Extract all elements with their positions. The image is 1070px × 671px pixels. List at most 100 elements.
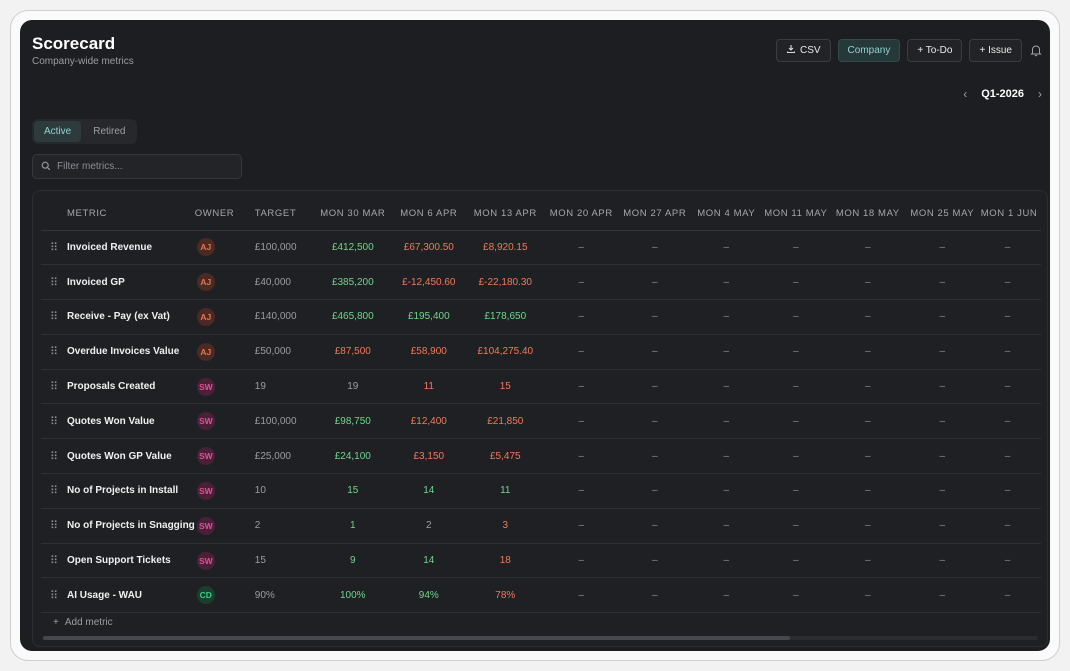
drag-handle-icon[interactable]: ⠿ [41, 334, 67, 370]
week-value-cell[interactable]: £385,200 [312, 264, 393, 301]
week-value-cell[interactable]: 15 [312, 473, 393, 509]
week-value-cell[interactable]: £8,920.15 [464, 230, 546, 266]
week-value-cell[interactable]: £98,750 [312, 403, 393, 440]
metric-name[interactable]: Invoiced GP [67, 264, 195, 301]
week-value-cell[interactable]: – [692, 230, 760, 266]
week-value-cell[interactable]: – [759, 334, 832, 370]
week-value-cell[interactable]: 3 [464, 508, 546, 544]
week-value-cell[interactable]: – [616, 299, 693, 335]
week-value-cell[interactable]: £24,100 [312, 438, 393, 475]
week-value-cell[interactable]: 19 [312, 369, 393, 405]
week-value-cell[interactable]: – [759, 473, 832, 509]
drag-handle-icon[interactable]: ⠿ [41, 264, 67, 301]
week-value-cell[interactable]: – [903, 299, 981, 335]
table-row[interactable]: ⠿ Invoiced GP AJ £40,000 £385,200 £-12,450.60… [41, 264, 1041, 301]
add-todo-button[interactable]: + To-Do [907, 39, 963, 62]
week-value-cell[interactable]: – [692, 334, 760, 370]
week-value-cell[interactable]: £465,800 [312, 299, 393, 335]
week-value-cell[interactable]: – [903, 334, 981, 370]
table-row[interactable]: ⠿ Open Support Tickets SW 15 9 14 18– – – – – – – [41, 543, 1041, 579]
drag-handle-icon[interactable]: ⠿ [41, 369, 67, 405]
week-value-cell[interactable]: – [545, 403, 617, 440]
drag-handle-icon[interactable]: ⠿ [41, 508, 67, 544]
week-value-cell[interactable]: 9 [312, 543, 393, 579]
week-value-cell[interactable]: – [903, 369, 981, 405]
week-value-cell[interactable]: £3,150 [392, 438, 465, 475]
week-value-cell[interactable]: – [616, 264, 693, 301]
table-row[interactable]: ⠿ Receive - Pay (ex Vat) AJ £140,000 £465,80… [41, 299, 1041, 335]
week-value-cell[interactable]: – [616, 438, 693, 475]
table-row[interactable]: ⠿ No of Projects in Snagging SW 2 1 2 3– – – – – – – [41, 508, 1041, 544]
week-value-cell[interactable]: £58,900 [392, 334, 465, 370]
metric-name[interactable]: Receive - Pay (ex Vat) [67, 299, 195, 335]
week-value-cell[interactable]: – [980, 577, 1041, 614]
week-value-cell[interactable]: – [616, 230, 693, 266]
week-value-cell[interactable]: – [616, 403, 693, 440]
week-value-cell[interactable]: – [545, 473, 617, 509]
week-value-cell[interactable]: – [831, 264, 904, 301]
week-value-cell[interactable]: – [980, 264, 1041, 301]
metric-name[interactable]: No of Projects in Install [67, 473, 195, 509]
week-value-cell[interactable]: – [903, 438, 981, 475]
week-value-cell[interactable]: – [980, 403, 1041, 440]
week-value-cell[interactable]: – [980, 299, 1041, 335]
week-value-cell[interactable]: – [903, 577, 981, 614]
week-value-cell[interactable]: £-22,180.30 [464, 264, 546, 301]
week-value-cell[interactable]: – [692, 299, 760, 335]
week-value-cell[interactable]: – [545, 508, 617, 544]
week-value-cell[interactable]: – [692, 369, 760, 405]
week-value-cell[interactable]: 11 [392, 369, 465, 405]
week-value-cell[interactable]: – [980, 334, 1041, 370]
week-value-cell[interactable]: – [980, 508, 1041, 544]
tab-retired[interactable]: Retired [93, 126, 126, 137]
week-value-cell[interactable]: – [692, 403, 760, 440]
scrollbar-thumb[interactable] [43, 636, 790, 640]
week-value-cell[interactable]: – [759, 438, 832, 475]
week-value-cell[interactable]: – [831, 369, 904, 405]
drag-handle-icon[interactable]: ⠿ [41, 299, 67, 335]
week-value-cell[interactable]: – [616, 508, 693, 544]
week-value-cell[interactable]: 94% [392, 577, 465, 614]
week-value-cell[interactable]: – [692, 473, 760, 509]
week-value-cell[interactable]: – [903, 264, 981, 301]
week-value-cell[interactable]: 2 [392, 508, 465, 544]
week-value-cell[interactable]: – [692, 577, 760, 614]
week-value-cell[interactable]: – [616, 334, 693, 370]
week-value-cell[interactable]: 14 [392, 473, 465, 509]
week-value-cell[interactable]: – [980, 369, 1041, 405]
week-value-cell[interactable]: £195,400 [392, 299, 465, 335]
week-value-cell[interactable]: 15 [464, 369, 546, 405]
week-value-cell[interactable]: – [545, 230, 617, 266]
week-value-cell[interactable]: – [616, 577, 693, 614]
week-value-cell[interactable]: – [616, 473, 693, 509]
horizontal-scrollbar[interactable] [43, 636, 1038, 640]
week-value-cell[interactable]: £12,400 [392, 403, 465, 440]
week-value-cell[interactable]: £87,500 [312, 334, 393, 370]
metric-name[interactable]: Quotes Won GP Value [67, 438, 195, 475]
chevron-left-icon[interactable]: ‹ [963, 87, 968, 101]
week-value-cell[interactable]: – [903, 403, 981, 440]
company-button[interactable]: Company [837, 39, 901, 62]
week-value-cell[interactable]: – [831, 577, 904, 614]
week-value-cell[interactable]: – [980, 230, 1041, 266]
metric-name[interactable]: Quotes Won Value [67, 403, 195, 440]
metric-name[interactable]: No of Projects in Snagging [67, 508, 195, 544]
week-value-cell[interactable]: £412,500 [312, 230, 393, 266]
week-value-cell[interactable]: – [692, 543, 760, 579]
week-value-cell[interactable]: – [545, 369, 617, 405]
metric-name[interactable]: AI Usage - WAU [67, 577, 195, 614]
week-value-cell[interactable]: £5,475 [464, 438, 546, 475]
target-col-header[interactable]: TARGET [254, 198, 313, 231]
week-value-cell[interactable]: 14 [392, 543, 465, 579]
filter-input[interactable] [57, 161, 227, 172]
week-value-cell[interactable]: – [980, 473, 1041, 509]
drag-handle-icon[interactable]: ⠿ [41, 230, 67, 266]
week-value-cell[interactable]: 1 [312, 508, 393, 544]
week-value-cell[interactable]: – [759, 403, 832, 440]
csv-button[interactable]: CSV [775, 39, 831, 62]
drag-handle-icon[interactable]: ⠿ [41, 543, 67, 579]
week-value-cell[interactable]: – [545, 334, 617, 370]
week-value-cell[interactable]: – [980, 438, 1041, 475]
table-row[interactable]: ⠿ Quotes Won Value SW £100,000 £98,750 £12,40… [41, 403, 1041, 440]
metric-col-header[interactable]: METRIC [67, 198, 195, 231]
